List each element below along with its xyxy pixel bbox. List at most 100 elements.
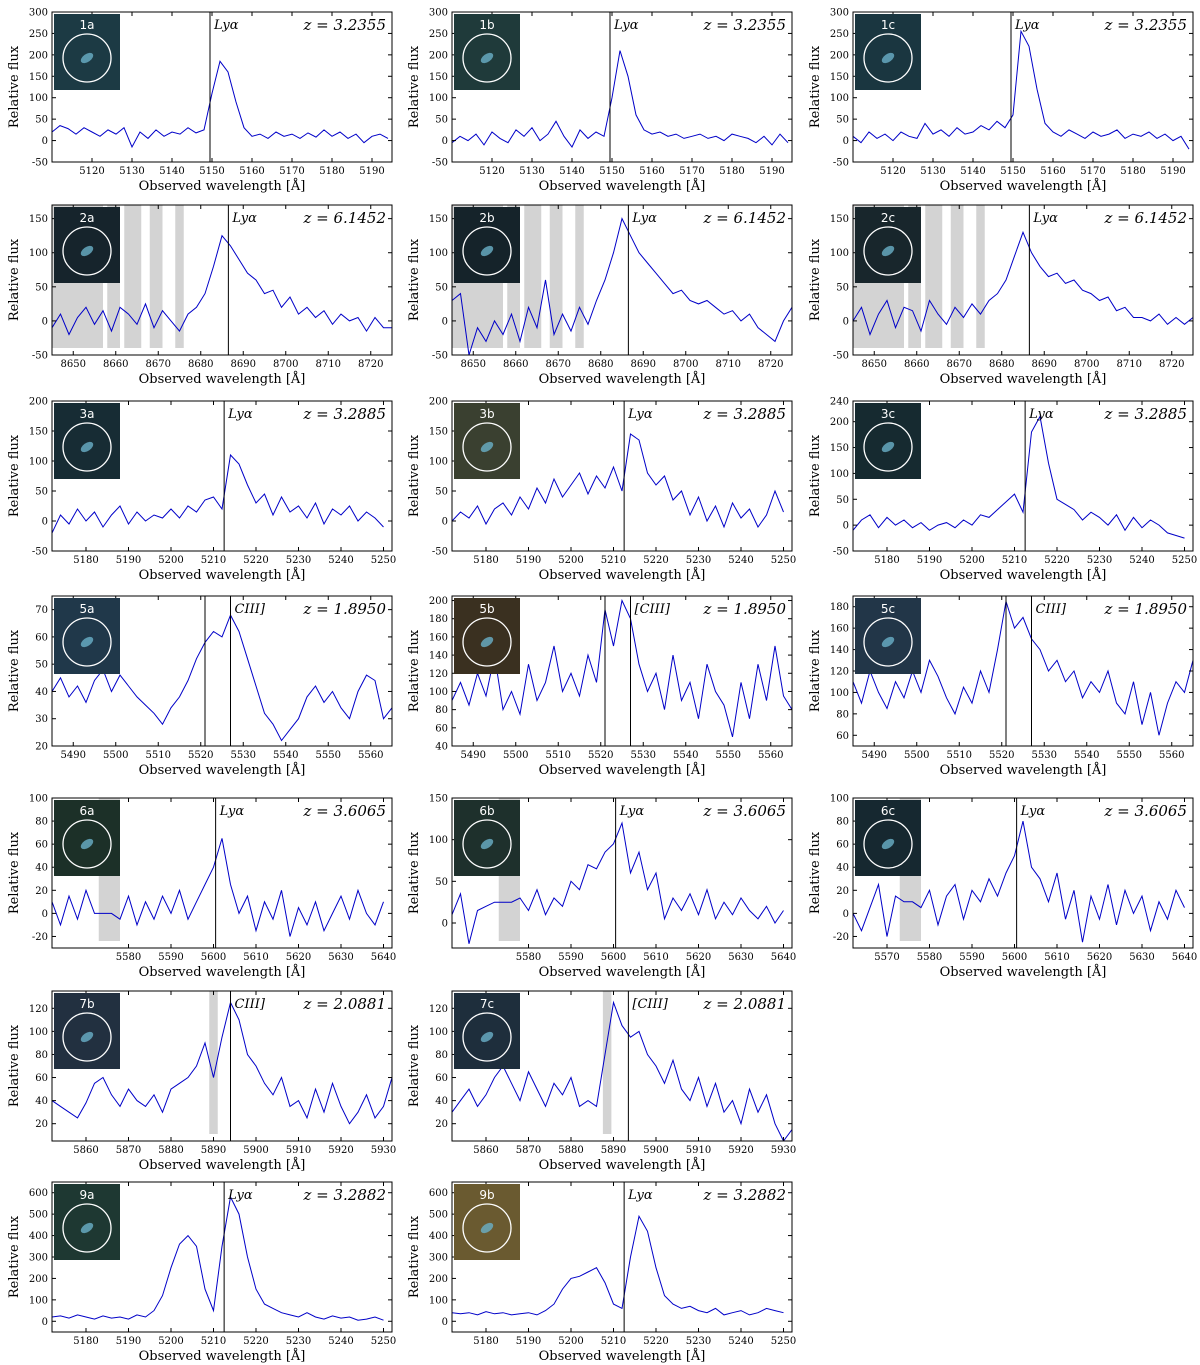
masked-region	[209, 991, 218, 1134]
x-tick-label: 8650	[61, 359, 86, 370]
x-tick-label: 5160	[239, 166, 264, 177]
stamp-background	[454, 14, 520, 90]
y-tick-label: 0	[442, 136, 448, 147]
x-tick-label: 5590	[959, 952, 984, 963]
x-tick-label: 5200	[558, 555, 583, 566]
spectrum-panel-3c: 5180 5190 5200 5210 5220 5230 5240 5250 -50 0 50 10…	[808, 397, 1197, 584]
y-axis-title: Relative flux	[7, 1024, 22, 1107]
x-tick-label: 8680	[989, 359, 1014, 370]
axes-frame	[51, 204, 393, 356]
x-tick-label: 5860	[73, 1145, 98, 1156]
image-stamp: 5c	[855, 598, 921, 674]
redshift-label: z = 3.2355	[703, 16, 787, 34]
spectrum-line	[52, 234, 392, 336]
aperture-circle	[462, 819, 512, 869]
x-axis-title: Observed wavelength [Å]	[539, 567, 706, 583]
stamp-background	[855, 403, 921, 479]
spectrum-panel-1b: 5120 5130 5140 5150 5160 5170 5180 5190 -50 0 50 10…	[407, 8, 793, 194]
x-tick-label: 5530	[631, 750, 656, 761]
x-tick-label: 8660	[503, 359, 528, 370]
y-tick-label: 50	[35, 487, 48, 498]
x-tick-label: 5530	[231, 750, 256, 761]
x-tick-label: 5230	[1087, 555, 1112, 566]
stamp-label: 2a	[80, 211, 95, 225]
x-tick-label: 5640	[371, 952, 396, 963]
spectrum-line	[452, 821, 784, 944]
x-tick-label: 5890	[201, 1145, 226, 1156]
y-tick-label: -50	[432, 547, 448, 558]
spectrum-line	[52, 453, 384, 534]
x-tick-label: 5120	[79, 166, 104, 177]
y-tick-label: 100	[429, 248, 448, 259]
stamp-background	[855, 14, 921, 90]
stamp-label: 6b	[479, 804, 494, 818]
y-tick-label: 40	[836, 863, 849, 874]
x-tick-label: 5490	[461, 750, 486, 761]
y-tick-label: 60	[836, 840, 849, 851]
y-tick-label: 0	[42, 517, 48, 528]
y-tick-label: 0	[442, 919, 448, 930]
axes-frame	[451, 797, 793, 949]
x-tick-label: 5590	[558, 952, 583, 963]
axes-frame	[51, 11, 393, 163]
y-tick-label: 0	[442, 316, 448, 327]
x-tick-label: 5580	[116, 952, 141, 963]
y-tick-label: 0	[442, 517, 448, 528]
x-tick-label: 5150	[199, 166, 224, 177]
x-tick-label: 8720	[1159, 359, 1184, 370]
emission-line-label: Lyα	[213, 18, 239, 33]
y-tick-label: 150	[29, 72, 48, 83]
spectrum-line	[452, 1214, 784, 1316]
y-tick-label: 60	[435, 723, 448, 734]
x-tick-label: 8690	[1032, 359, 1057, 370]
stamp-background	[454, 403, 520, 479]
y-tick-label: -50	[833, 158, 849, 169]
spectrum-panel-5a: 5490 5500 5510 5520 5530 5540 5550 5560 20 30 40 50…	[7, 595, 393, 778]
stamp-background	[54, 993, 120, 1069]
emission-line-label: CIII]	[235, 997, 266, 1012]
y-tick-label: 150	[830, 214, 849, 225]
x-tick-label: 5230	[286, 555, 311, 566]
spectrum-line	[452, 1000, 792, 1141]
x-tick-label: 5250	[771, 555, 796, 566]
x-tick-label: 5140	[559, 166, 584, 177]
x-tick-label: 5500	[904, 750, 929, 761]
image-stamp: 3c	[855, 403, 921, 479]
spectrum-panel-6b: 5580 5590 5600 5610 5620 5630 5640 0 50 100 150 Obs…	[407, 794, 796, 981]
emission-line-label: Lyα	[1014, 18, 1040, 33]
y-tick-label: 150	[830, 443, 849, 454]
galaxy-image	[480, 245, 494, 257]
spectrum-line	[52, 1001, 392, 1125]
y-tick-label: 100	[429, 687, 448, 698]
image-stamp: 7b	[54, 993, 120, 1069]
x-tick-label: 8670	[546, 359, 571, 370]
y-tick-label: 100	[830, 794, 849, 805]
x-tick-label: 5190	[759, 166, 784, 177]
x-tick-label: 5540	[673, 750, 698, 761]
y-tick-label: 50	[836, 282, 849, 293]
x-axis-title: Observed wavelength [Å]	[539, 1348, 706, 1364]
emission-line-label: Lyα	[231, 211, 257, 226]
x-tick-label: 8660	[904, 359, 929, 370]
x-tick-label: 8720	[358, 359, 383, 370]
x-tick-label: 5580	[917, 952, 942, 963]
y-tick-label: 150	[429, 214, 448, 225]
x-tick-label: 5210	[201, 555, 226, 566]
aperture-circle	[462, 422, 512, 472]
image-stamp: 6a	[54, 800, 120, 876]
axes-frame	[51, 400, 393, 552]
image-stamp: 9a	[54, 1184, 120, 1260]
y-axis-title: Relative flux	[808, 629, 823, 712]
galaxy-image	[480, 52, 494, 64]
spectrum-line	[52, 613, 392, 742]
x-tick-label: 5220	[643, 1336, 668, 1347]
x-axis-title: Observed wavelength [Å]	[940, 371, 1107, 387]
y-axis-title: Relative flux	[407, 238, 422, 321]
x-tick-label: 5240	[728, 1336, 753, 1347]
y-tick-label: 160	[429, 632, 448, 643]
masked-region	[976, 205, 985, 348]
redshift-label: z = 6.1452	[1104, 209, 1188, 227]
y-tick-label: 400	[29, 1231, 48, 1242]
y-axis-title: Relative flux	[407, 45, 422, 128]
